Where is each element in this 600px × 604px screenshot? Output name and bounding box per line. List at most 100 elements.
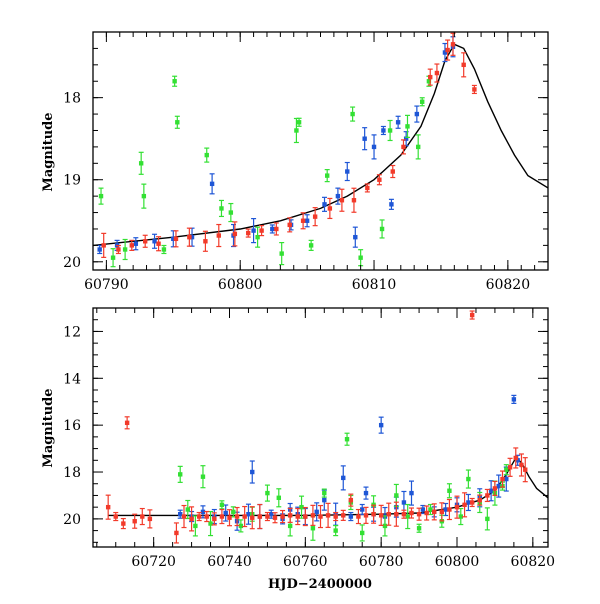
data-point [409, 490, 414, 496]
data-point [365, 185, 370, 191]
data-point [322, 497, 327, 503]
data-point [250, 469, 255, 475]
data-point [97, 247, 102, 252]
data-point [401, 511, 407, 517]
data-point [216, 233, 221, 238]
data-point [142, 239, 148, 244]
data-point [382, 523, 388, 529]
data-point [371, 511, 376, 517]
data-point [523, 467, 528, 472]
data-point [296, 120, 302, 125]
x-tick-label: 60820 [486, 277, 531, 293]
data-point [295, 514, 300, 519]
data-point [439, 509, 445, 515]
x-tick-label: 60780 [359, 554, 404, 570]
y-tick-label: 18 [63, 91, 81, 107]
data-point [172, 79, 177, 84]
data-point [212, 516, 217, 522]
data-point [274, 226, 279, 232]
x-tick-label: 60790 [84, 277, 129, 293]
data-point [414, 111, 420, 117]
data-point [178, 511, 183, 517]
data-point [129, 243, 135, 248]
data-point [204, 514, 209, 519]
data-point [515, 458, 520, 463]
data-point [308, 243, 314, 248]
y-tick-label: 14 [63, 371, 81, 387]
data-point [356, 514, 361, 519]
data-point [147, 516, 153, 522]
data-point [350, 111, 355, 117]
data-point [447, 507, 452, 512]
y-tick-label: 19 [63, 173, 81, 189]
series-3 [105, 310, 528, 544]
data-point [322, 202, 327, 207]
data-point [389, 202, 394, 207]
data-point [255, 234, 260, 240]
data-point [345, 169, 350, 174]
data-point [378, 422, 384, 428]
data-point [310, 513, 316, 518]
data-points [105, 310, 528, 544]
x-tick-label: 60800 [435, 554, 480, 570]
data-point [420, 507, 426, 512]
data-point [272, 515, 278, 520]
data-point [416, 511, 422, 517]
data-point [101, 243, 106, 248]
data-point [265, 514, 270, 519]
data-point [335, 193, 341, 199]
data-point [504, 467, 509, 472]
data-point [324, 173, 330, 178]
data-point [98, 193, 104, 199]
data-point [234, 514, 240, 519]
data-point [339, 198, 345, 203]
data-point [110, 255, 116, 260]
data-point [171, 236, 176, 242]
data-point [138, 161, 144, 166]
data-point [519, 462, 524, 468]
data-point [434, 70, 440, 76]
data-point [379, 226, 385, 232]
data-point [219, 514, 225, 519]
data-point [204, 152, 209, 158]
data-point [432, 509, 437, 515]
series-2 [98, 75, 432, 268]
data-point [287, 513, 293, 518]
data-point [178, 472, 183, 477]
data-point [409, 510, 414, 516]
y-tick-label: 20 [63, 255, 81, 271]
data-point [327, 206, 333, 211]
data-point [445, 47, 450, 53]
data-point [223, 510, 228, 516]
data-point [381, 128, 386, 133]
bottom-xlabel: HJD−2400000 [268, 577, 372, 592]
data-point [403, 136, 409, 141]
x-tick-label: 60760 [283, 554, 328, 570]
data-point [303, 514, 308, 519]
data-point [156, 241, 161, 246]
top-panel: 60790 60800 60810 60820 18 19 20 [63, 31, 549, 293]
series-3 [101, 32, 477, 258]
data-point [462, 502, 467, 508]
data-point [351, 198, 357, 203]
data-point [485, 516, 490, 522]
data-point [174, 530, 179, 536]
data-point [116, 247, 121, 252]
data-point [322, 490, 327, 496]
data-point [362, 136, 367, 141]
data-point [469, 312, 475, 318]
data-point [477, 497, 482, 503]
data-point [242, 514, 247, 519]
x-tick-label: 60800 [218, 277, 263, 293]
data-point [401, 144, 406, 150]
data-point [304, 218, 310, 223]
data-point [348, 497, 354, 503]
data-point [371, 144, 377, 150]
x-tick-label: 60820 [511, 554, 556, 570]
data-point [466, 500, 471, 505]
data-point [492, 486, 498, 491]
data-point [469, 500, 475, 505]
data-point [203, 239, 208, 244]
